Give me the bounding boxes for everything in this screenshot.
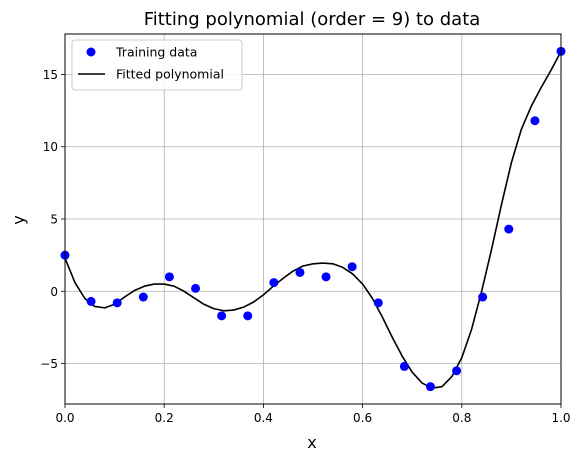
training-data-point xyxy=(269,278,279,288)
training-data-point xyxy=(530,116,540,126)
y-axis-label: y xyxy=(9,215,28,224)
x-tick-label: 0.0 xyxy=(55,411,74,425)
training-data-point xyxy=(191,283,201,293)
y-tick-label: 5 xyxy=(50,213,58,227)
training-data-point xyxy=(504,224,514,234)
y-tick-label: 0 xyxy=(50,285,58,299)
training-data-point xyxy=(295,267,305,277)
legend: Training data Fitted polynomial xyxy=(71,39,243,91)
fitted-line-layer xyxy=(64,50,562,389)
legend-marker-training-data xyxy=(86,47,96,57)
chart-title: Fitting polynomial (order = 9) to data xyxy=(144,9,481,30)
legend-label-training-data: Training data xyxy=(115,45,197,60)
training-data-point xyxy=(452,366,462,376)
training-data-point xyxy=(478,292,488,302)
x-tick-label: 0.2 xyxy=(155,411,174,425)
y-tick-label: −5 xyxy=(40,357,58,371)
x-tick-label: 0.6 xyxy=(353,411,372,425)
training-data-point xyxy=(243,311,253,321)
x-axis-label: x xyxy=(307,433,316,452)
tick-layer: 0.0 0.2 0.4 0.6 0.8 1.0 −5 0 5 10 15 xyxy=(40,68,570,425)
x-tick-label: 0.8 xyxy=(452,411,471,425)
training-data-point xyxy=(112,298,122,308)
training-data-point xyxy=(373,298,383,308)
training-data-point xyxy=(138,292,148,302)
legend-label-fitted-polynomial: Fitted polynomial xyxy=(116,67,224,82)
training-data-point xyxy=(425,382,435,392)
legend-box xyxy=(71,39,243,91)
training-data-point xyxy=(164,272,174,282)
x-tick-label: 0.4 xyxy=(254,411,273,425)
training-data-point xyxy=(321,272,331,282)
training-data-point xyxy=(86,296,96,306)
training-data-point xyxy=(399,361,409,371)
training-data-point xyxy=(347,262,357,272)
y-tick-label: 10 xyxy=(43,140,58,154)
training-data-point xyxy=(217,311,227,321)
y-tick-label: 15 xyxy=(43,68,58,82)
fitted-polynomial-line xyxy=(64,50,562,389)
x-tick-label: 1.0 xyxy=(551,411,570,425)
